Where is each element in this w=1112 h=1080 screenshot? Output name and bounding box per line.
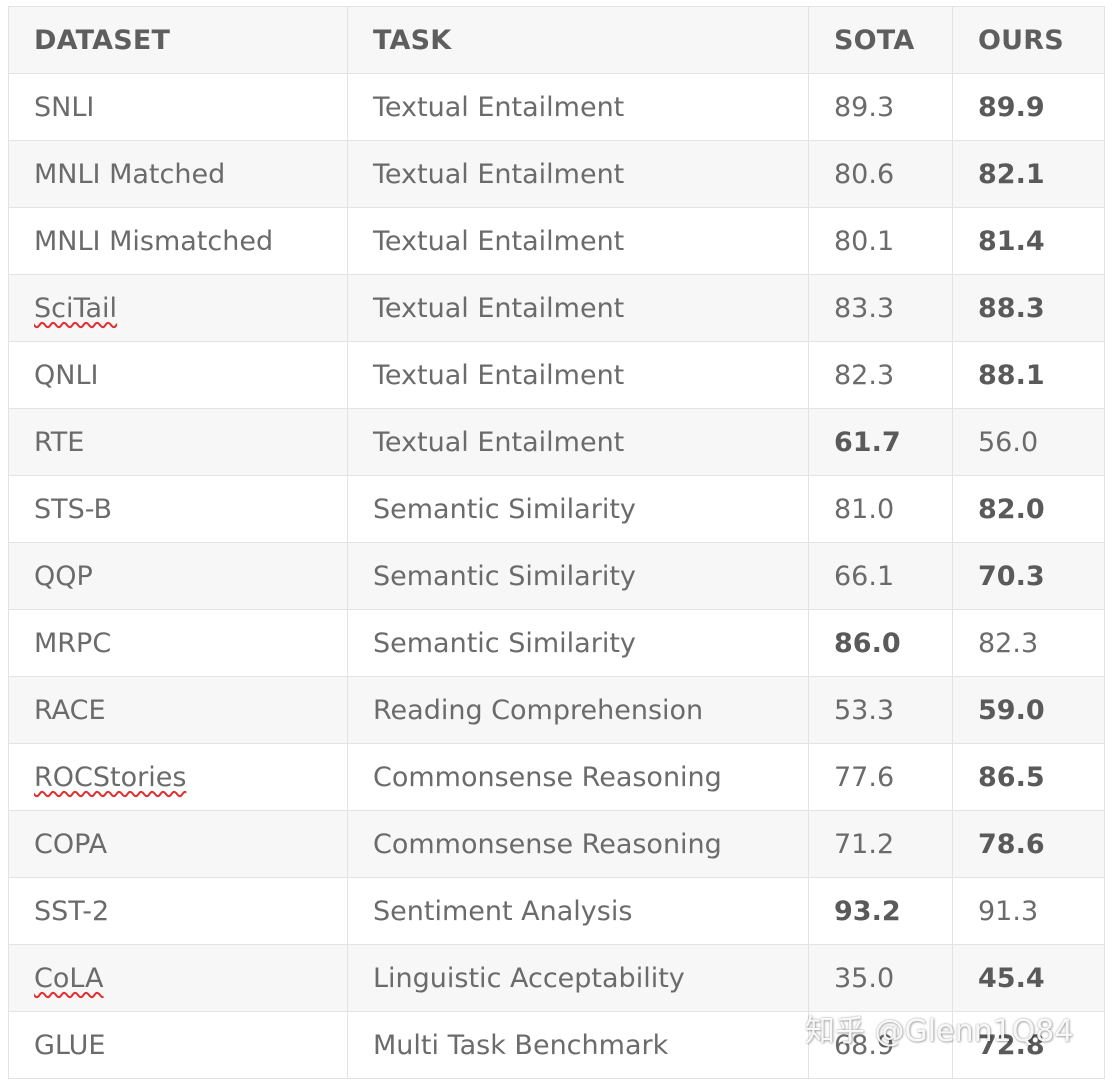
- table-row: QNLI Textual Entailment 82.3 88.1: [8, 341, 1105, 409]
- cell-ours: 91.3: [952, 877, 1105, 945]
- cell-task: Semantic Similarity: [347, 475, 809, 543]
- cell-ours: 59.0: [952, 676, 1105, 744]
- cell-dataset: GLUE: [8, 1011, 348, 1079]
- cell-sota: 71.2: [808, 810, 953, 878]
- table-row: MNLI Matched Textual Entailment 80.6 82.1: [8, 140, 1105, 208]
- cell-task: Textual Entailment: [347, 341, 809, 409]
- table-row: QQP Semantic Similarity 66.1 70.3: [8, 542, 1105, 610]
- table-row: RTE Textual Entailment 61.7 56.0: [8, 408, 1105, 476]
- cell-dataset: QQP: [8, 542, 348, 610]
- table-row: GLUE Multi Task Benchmark 68.9 72.8: [8, 1011, 1105, 1079]
- table-row: COPA Commonsense Reasoning 71.2 78.6: [8, 810, 1105, 878]
- results-table-container: DATASET TASK SOTA OURS SNLI Textual Entai…: [8, 6, 1105, 1079]
- cell-dataset: MNLI Mismatched: [8, 207, 348, 275]
- table-row: SNLI Textual Entailment 89.3 89.9: [8, 73, 1105, 141]
- cell-sota: 61.7: [808, 408, 953, 476]
- cell-dataset: CoLA: [8, 944, 348, 1012]
- cell-ours: 88.1: [952, 341, 1105, 409]
- cell-dataset: ROCStories: [8, 743, 348, 811]
- cell-task: Commonsense Reasoning: [347, 743, 809, 811]
- cell-task: Textual Entailment: [347, 207, 809, 275]
- cell-ours: 78.6: [952, 810, 1105, 878]
- table-row: STS-B Semantic Similarity 81.0 82.0: [8, 475, 1105, 543]
- cell-dataset: MRPC: [8, 609, 348, 677]
- cell-dataset: COPA: [8, 810, 348, 878]
- cell-ours: 70.3: [952, 542, 1105, 610]
- table-header-row: DATASET TASK SOTA OURS: [8, 6, 1105, 74]
- cell-sota: 35.0: [808, 944, 953, 1012]
- cell-sota: 80.6: [808, 140, 953, 208]
- cell-sota: 66.1: [808, 542, 953, 610]
- dataset-name-text: SciTail: [34, 292, 118, 324]
- cell-sota: 93.2: [808, 877, 953, 945]
- cell-sota: 82.3: [808, 341, 953, 409]
- table-row: SciTail Textual Entailment 83.3 88.3: [8, 274, 1105, 342]
- cell-task: Sentiment Analysis: [347, 877, 809, 945]
- cell-task: Linguistic Acceptability: [347, 944, 809, 1012]
- header-ours: OURS: [952, 6, 1105, 74]
- cell-dataset: MNLI Matched: [8, 140, 348, 208]
- cell-ours: 56.0: [952, 408, 1105, 476]
- cell-dataset: SST-2: [8, 877, 348, 945]
- cell-dataset: STS-B: [8, 475, 348, 543]
- header-task: TASK: [347, 6, 809, 74]
- table-row: ROCStories Commonsense Reasoning 77.6 86.5: [8, 743, 1105, 811]
- cell-sota: 68.9: [808, 1011, 953, 1079]
- cell-dataset: SNLI: [8, 73, 348, 141]
- cell-dataset: SciTail: [8, 274, 348, 342]
- cell-sota: 89.3: [808, 73, 953, 141]
- cell-task: Semantic Similarity: [347, 609, 809, 677]
- cell-dataset: RTE: [8, 408, 348, 476]
- table-row: MRPC Semantic Similarity 86.0 82.3: [8, 609, 1105, 677]
- cell-ours: 81.4: [952, 207, 1105, 275]
- cell-task: Reading Comprehension: [347, 676, 809, 744]
- cell-sota: 53.3: [808, 676, 953, 744]
- cell-ours: 86.5: [952, 743, 1105, 811]
- cell-ours: 45.4: [952, 944, 1105, 1012]
- table-row: RACE Reading Comprehension 53.3 59.0: [8, 676, 1105, 744]
- table-row: SST-2 Sentiment Analysis 93.2 91.3: [8, 877, 1105, 945]
- cell-task: Textual Entailment: [347, 408, 809, 476]
- cell-task: Semantic Similarity: [347, 542, 809, 610]
- cell-task: Commonsense Reasoning: [347, 810, 809, 878]
- cell-sota: 86.0: [808, 609, 953, 677]
- cell-dataset: QNLI: [8, 341, 348, 409]
- header-sota: SOTA: [808, 6, 953, 74]
- table-row: CoLA Linguistic Acceptability 35.0 45.4: [8, 944, 1105, 1012]
- dataset-name-text: CoLA: [34, 962, 104, 994]
- cell-sota: 81.0: [808, 475, 953, 543]
- header-dataset: DATASET: [8, 6, 348, 74]
- cell-ours: 82.1: [952, 140, 1105, 208]
- cell-task: Multi Task Benchmark: [347, 1011, 809, 1079]
- table-body: SNLI Textual Entailment 89.3 89.9 MNLI Match…: [8, 73, 1105, 1079]
- results-table: DATASET TASK SOTA OURS SNLI Textual Entai…: [8, 6, 1105, 1079]
- cell-task: Textual Entailment: [347, 274, 809, 342]
- cell-sota: 80.1: [808, 207, 953, 275]
- cell-dataset: RACE: [8, 676, 348, 744]
- cell-sota: 83.3: [808, 274, 953, 342]
- cell-ours: 89.9: [952, 73, 1105, 141]
- cell-ours: 82.0: [952, 475, 1105, 543]
- dataset-name-text: ROCStories: [34, 761, 187, 793]
- cell-task: Textual Entailment: [347, 73, 809, 141]
- cell-ours: 72.8: [952, 1011, 1105, 1079]
- table-row: MNLI Mismatched Textual Entailment 80.1 81.…: [8, 207, 1105, 275]
- cell-ours: 82.3: [952, 609, 1105, 677]
- cell-task: Textual Entailment: [347, 140, 809, 208]
- cell-sota: 77.6: [808, 743, 953, 811]
- cell-ours: 88.3: [952, 274, 1105, 342]
